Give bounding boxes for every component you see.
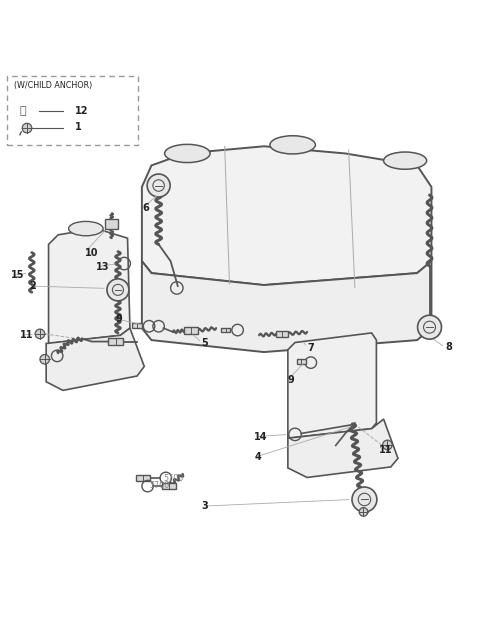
- Bar: [132, 323, 142, 328]
- Text: 13: 13: [96, 262, 110, 272]
- Text: 11: 11: [20, 331, 33, 341]
- Bar: [105, 219, 119, 229]
- Text: 6: 6: [142, 203, 149, 213]
- Circle shape: [383, 440, 392, 450]
- Text: 8: 8: [446, 342, 453, 352]
- Polygon shape: [288, 333, 376, 438]
- Polygon shape: [46, 328, 144, 391]
- Polygon shape: [288, 419, 398, 478]
- Text: 7: 7: [307, 343, 314, 353]
- Ellipse shape: [270, 136, 315, 154]
- Text: (W/CHILD ANCHOR): (W/CHILD ANCHOR): [13, 81, 92, 90]
- Bar: [276, 331, 288, 337]
- Bar: [162, 483, 176, 489]
- Bar: [184, 328, 198, 334]
- Bar: [136, 475, 151, 481]
- Text: 5700: 5700: [149, 481, 169, 489]
- Text: 9: 9: [288, 375, 295, 385]
- Polygon shape: [142, 261, 432, 352]
- Circle shape: [418, 315, 442, 339]
- Circle shape: [352, 487, 377, 512]
- Text: 9: 9: [116, 313, 122, 324]
- Ellipse shape: [165, 145, 210, 163]
- Text: 2: 2: [29, 281, 36, 291]
- Text: 〔: 〔: [20, 106, 26, 116]
- Circle shape: [40, 355, 49, 364]
- Bar: [221, 328, 230, 332]
- Ellipse shape: [384, 152, 427, 169]
- Text: 11: 11: [379, 445, 392, 455]
- Circle shape: [35, 329, 45, 339]
- Circle shape: [107, 279, 129, 301]
- Text: 4: 4: [254, 452, 261, 462]
- Text: 5700: 5700: [163, 475, 184, 483]
- Text: 12: 12: [75, 106, 88, 116]
- Circle shape: [359, 507, 368, 516]
- Circle shape: [22, 124, 32, 133]
- Text: 10: 10: [84, 248, 98, 258]
- Text: 15: 15: [11, 271, 25, 281]
- Text: 14: 14: [254, 432, 268, 442]
- Bar: [108, 339, 123, 345]
- Circle shape: [147, 174, 170, 197]
- Polygon shape: [48, 229, 130, 344]
- Text: 5: 5: [202, 337, 208, 347]
- Polygon shape: [142, 146, 432, 285]
- Bar: [297, 360, 306, 364]
- Text: 3: 3: [202, 501, 208, 511]
- Text: 1: 1: [75, 122, 82, 132]
- Ellipse shape: [69, 221, 103, 236]
